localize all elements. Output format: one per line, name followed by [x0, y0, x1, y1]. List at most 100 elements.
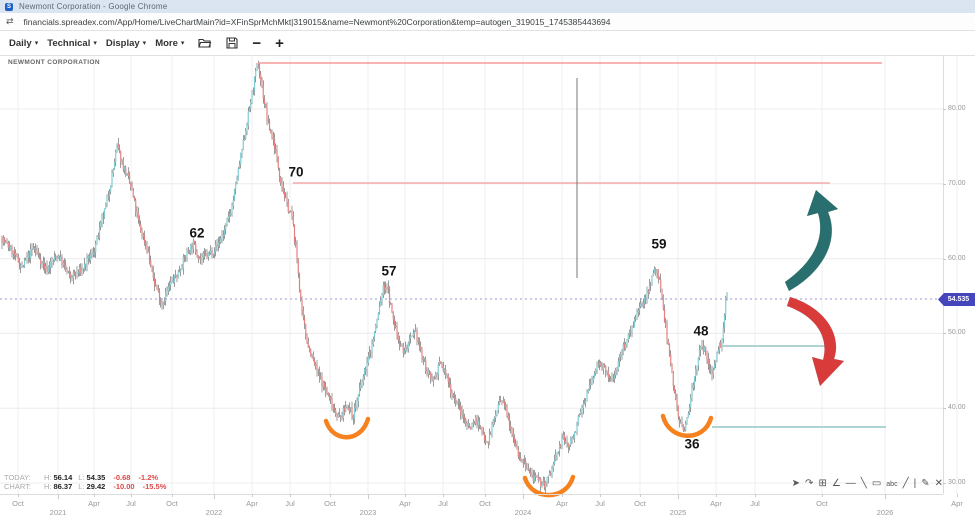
x-tick-mark [716, 494, 717, 497]
orange-arc-2025-low[interactable] [660, 413, 714, 438]
x-tick-label-2023: 2023 [359, 508, 377, 517]
stats-row: CHART: H: 86.37 L: 29.42 -10.00 -15.5% [4, 482, 166, 491]
x-tick-mark [58, 494, 59, 499]
save-icon[interactable] [226, 37, 238, 49]
y-tick-mark [943, 258, 946, 260]
vertical-line-tool-icon[interactable]: | [913, 478, 917, 489]
y-tick-mark [943, 483, 946, 484]
x-tick-label-apr: Apr [246, 499, 258, 508]
stat-key: L: [78, 473, 85, 482]
x-tick-mark [640, 494, 641, 497]
x-tick-label-jul: Jul [438, 499, 448, 508]
x-tick-mark [252, 494, 253, 497]
price-label-70[interactable]: 70 [288, 164, 304, 180]
x-axis-border [0, 494, 943, 495]
grid-tool-icon[interactable]: ⊞ [818, 478, 827, 489]
y-tick-mark [943, 408, 946, 410]
x-tick-label-oct: Oct [816, 499, 828, 508]
zoom-out-button[interactable]: − [252, 34, 262, 52]
stat-key: H: [44, 482, 52, 491]
y-tick-mark [943, 183, 946, 185]
symbol-label: NEWMONT CORPORATION [8, 59, 100, 66]
close-tool-icon[interactable]: ✕ [934, 478, 943, 489]
x-tick-mark [957, 494, 958, 497]
x-tick-mark [443, 494, 444, 497]
x-tick-label-jul: Jul [126, 499, 136, 508]
rectangle-tool-icon[interactable]: ▭ [871, 478, 882, 489]
drawing-toolbar: ➤ ↷ ⊞ ∠ — ╲ ▭ abc ╱ | ✎ ✕ [792, 479, 943, 489]
x-tick-label-oct: Oct [12, 499, 24, 508]
stat-value: 86.37 [53, 482, 73, 491]
teal-up-arrow[interactable] [784, 189, 839, 292]
horizontal-line-tool-icon[interactable]: — [845, 478, 856, 489]
menu-more-label: More [155, 37, 178, 49]
y-tick-mark [943, 333, 946, 335]
open-folder-icon[interactable] [198, 37, 212, 49]
stat-change: -0.68 [113, 473, 131, 482]
menu-technical[interactable]: Technical ▾ [47, 38, 97, 49]
menu-display[interactable]: Display ▾ [106, 38, 146, 49]
pointer-tool-icon[interactable]: ➤ [791, 478, 801, 489]
x-tick-label-apr: Apr [399, 499, 411, 508]
x-tick-mark [678, 494, 679, 499]
red-down-arrow[interactable] [786, 296, 845, 387]
x-tick-label-oct: Oct [634, 499, 646, 508]
x-tick-mark [290, 494, 291, 497]
x-tick-mark [368, 494, 369, 499]
x-tick-mark [330, 494, 331, 497]
stats-row-label: CHART: [4, 482, 31, 491]
stat-change: -1.2% [138, 473, 159, 482]
url-text[interactable]: financials.spreadex.com/App/Home/LiveCha… [23, 16, 611, 27]
menu-daily-label: Daily [9, 37, 32, 49]
price-label-62[interactable]: 62 [189, 225, 205, 241]
price-label-36[interactable]: 36 [684, 436, 700, 452]
pencil-tool-icon[interactable]: ✎ [921, 478, 930, 489]
tab-switcher-icon[interactable]: ⇄ [6, 16, 14, 26]
price-label-48[interactable]: 48 [693, 323, 709, 339]
menu-daily[interactable]: Daily ▾ [9, 38, 38, 49]
y-tick-label: 40.00 [948, 404, 966, 412]
chart-area[interactable]: NEWMONT CORPORATION 80.00 70.00 60.00 50.00… [0, 55, 975, 525]
stats-overlay: TODAY: H: 56.14 L: 54.35 -0.68 -1.2% CHART: H: 86… [4, 473, 166, 491]
menu-more[interactable]: More ▾ [155, 38, 184, 49]
x-tick-label-oct: Oct [479, 499, 491, 508]
text-tool-icon[interactable]: abc [886, 480, 898, 488]
x-tick-label-jul: Jul [285, 499, 295, 508]
x-tick-mark [94, 494, 95, 497]
stat-change: -10.00 [113, 482, 135, 491]
window-title: Newmont Corporation - Google Chrome [19, 2, 168, 11]
diagonal-line-tool-icon[interactable]: ╲ [860, 478, 867, 489]
orange-arc-2024-low[interactable] [522, 474, 576, 498]
y-tick-label: 80.00 [948, 105, 966, 112]
redo-arrow-tool-icon[interactable]: ↷ [805, 478, 814, 489]
stat-key: L: [78, 482, 85, 491]
x-tick-label-2022: 2022 [205, 508, 223, 517]
stat-value: 54.35 [86, 473, 106, 482]
slash-line-tool-icon[interactable]: ╱ [902, 478, 909, 489]
chevron-down-icon: ▾ [142, 40, 147, 47]
chart-menubar: Daily ▾ Technical ▾ Display ▾ More ▾ − + [0, 31, 975, 56]
x-tick-mark [485, 494, 486, 497]
y-tick-label: 60.00 [948, 254, 966, 262]
x-tick-label-oct: Oct [166, 499, 178, 508]
orange-arc-2022-low[interactable] [323, 416, 371, 440]
annotation-layer [0, 62, 938, 498]
x-tick-mark [131, 494, 132, 497]
price-label-59[interactable]: 59 [651, 236, 667, 252]
url-bar[interactable]: ⇄ financials.spreadex.com/App/Home/LiveC… [0, 13, 975, 31]
favicon: S [5, 2, 13, 11]
stats-row: TODAY: H: 56.14 L: 54.35 -0.68 -1.2% [4, 473, 166, 482]
candlestick-canvas[interactable] [0, 55, 943, 494]
menu-technical-label: Technical [47, 37, 91, 49]
trend-lines-tool-icon[interactable]: ∠ [831, 478, 841, 489]
zoom-in-button[interactable]: + [275, 34, 284, 52]
x-tick-mark [822, 494, 823, 497]
x-tick-label-apr: Apr [556, 499, 568, 508]
stat-value: 56.14 [53, 473, 73, 482]
chevron-down-icon: ▾ [180, 40, 185, 47]
x-tick-mark [172, 494, 173, 497]
price-label-57[interactable]: 57 [381, 263, 397, 279]
y-tick-mark [943, 109, 946, 110]
y-tick-label: 50.00 [948, 329, 966, 337]
